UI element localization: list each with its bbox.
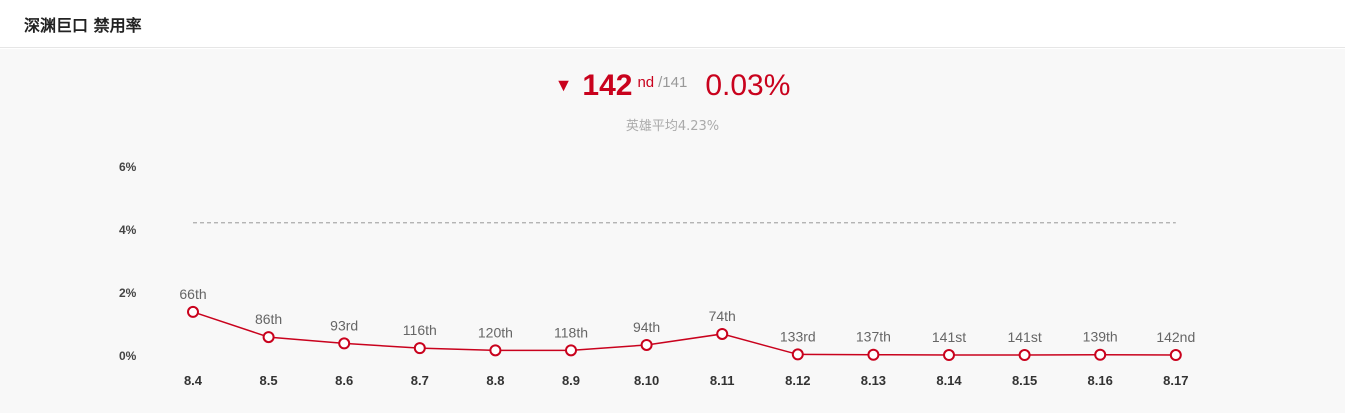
series-line [192,311,1176,356]
rank-total: /141 [658,74,688,91]
data-label: 93rd [330,317,358,333]
data-point [791,348,804,361]
x-tick-label: 8.8 [486,373,504,388]
x-tick-label: 8.16 [1088,373,1113,388]
rank-summary: ▼ 142 nd /141 0.03% [0,69,1345,103]
data-point [867,348,880,361]
x-tick-label: 8.6 [335,373,353,388]
y-tick-label: 4% [119,223,137,237]
data-label: 120th [478,324,513,340]
data-point [943,349,955,362]
x-tick-label: 8.12 [785,373,810,388]
data-point [262,331,275,344]
data-point [1169,349,1182,362]
data-point [187,305,199,318]
ban-rate-line-chart: 0% 2% 4% 6% 8.4 8.5 8.6 8.7 8.8 8.9 8.10 8.11 8.12 8.… [119,160,1195,388]
ban-rate-value: 0.03% [705,69,791,102]
y-tick-label: 0% [119,349,137,363]
average-rate-text: 英雄平均4.23% [625,119,720,134]
x-tick-label: 8.10 [634,373,659,388]
data-label: 139th [1083,329,1118,345]
rank-suffix: nd [637,74,655,91]
data-label: 66th [179,286,206,302]
x-tick-label: 8.7 [411,373,429,388]
data-point [413,342,426,355]
x-tick-label: 8.15 [1012,373,1037,388]
data-label: 141st [932,329,966,345]
x-tick-label: 8.9 [562,373,580,388]
x-tick-label: 8.11 [710,373,735,388]
data-label: 94th [633,319,660,335]
page-title: 深渊巨口 禁用率 [24,15,142,35]
data-label: 74th [709,308,736,324]
ban-rate-panel: ▼ 142 nd /141 0.03% 英雄平均4.23% 0% 2% 4% 6% 8.… [0,49,1345,413]
data-point [489,344,502,357]
x-tick-label: 8.17 [1163,373,1188,388]
data-point [565,344,577,357]
down-triangle-icon: ▼ [554,75,573,95]
rank-number: 142 [582,69,633,102]
data-point [1094,348,1107,361]
data-label: 137th [856,329,891,345]
x-tick-label: 8.13 [861,373,886,388]
y-tick-label: 2% [119,286,137,300]
data-label: 118th [554,324,588,340]
header: 深渊巨口 禁用率 [0,0,1345,48]
x-tick-label: 8.14 [936,373,962,388]
data-label: 141st [1007,329,1041,345]
data-point [1018,349,1031,362]
data-label: 86th [255,311,282,327]
data-point [716,327,729,340]
y-tick-label: 6% [119,160,137,174]
x-tick-label: 8.4 [184,373,203,388]
x-tick-label: 8.5 [260,373,278,388]
data-point [640,338,653,351]
data-label: 142nd [1156,329,1195,345]
data-label: 133rd [780,328,816,344]
data-point [338,337,351,350]
data-label: 116th [403,322,437,338]
